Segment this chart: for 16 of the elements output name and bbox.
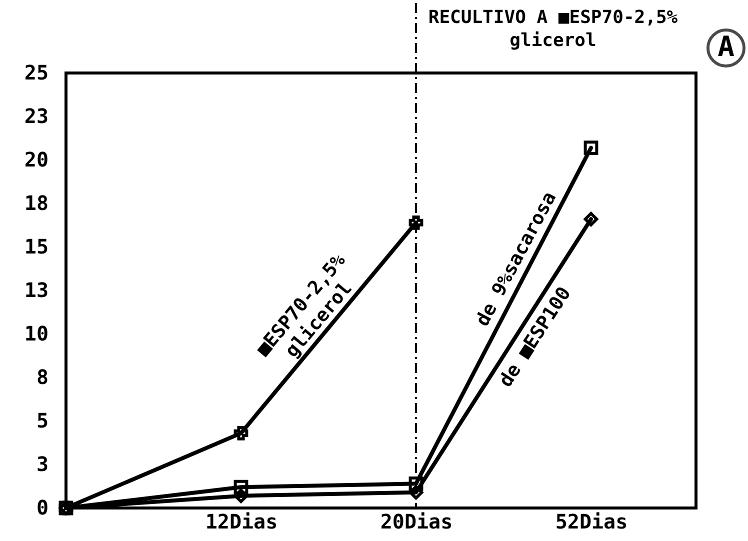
text: RECULTIVO A ■ESP70-2,5% glicerol	[428, 7, 678, 51]
y-tick-label: 15	[24, 234, 48, 258]
text: A	[718, 30, 735, 63]
x-tick-label: 20Dias	[380, 510, 453, 534]
y-tick-label: 5	[36, 408, 48, 432]
y-tick-label: 13	[24, 278, 48, 302]
y-tick-label: 20	[24, 148, 48, 172]
y-tick-label: 23	[24, 104, 48, 128]
y-tick-label: 3	[36, 452, 48, 476]
y-tick-label: 0	[36, 496, 48, 520]
y-tick-label: 18	[24, 191, 48, 215]
y-tick-label: 8	[36, 365, 48, 389]
x-tick-label: 52Dias	[555, 510, 628, 534]
y-tick-label: 10	[24, 322, 48, 346]
y-tick-label: 25	[24, 60, 48, 84]
x-tick-label: 12Dias	[205, 510, 278, 534]
